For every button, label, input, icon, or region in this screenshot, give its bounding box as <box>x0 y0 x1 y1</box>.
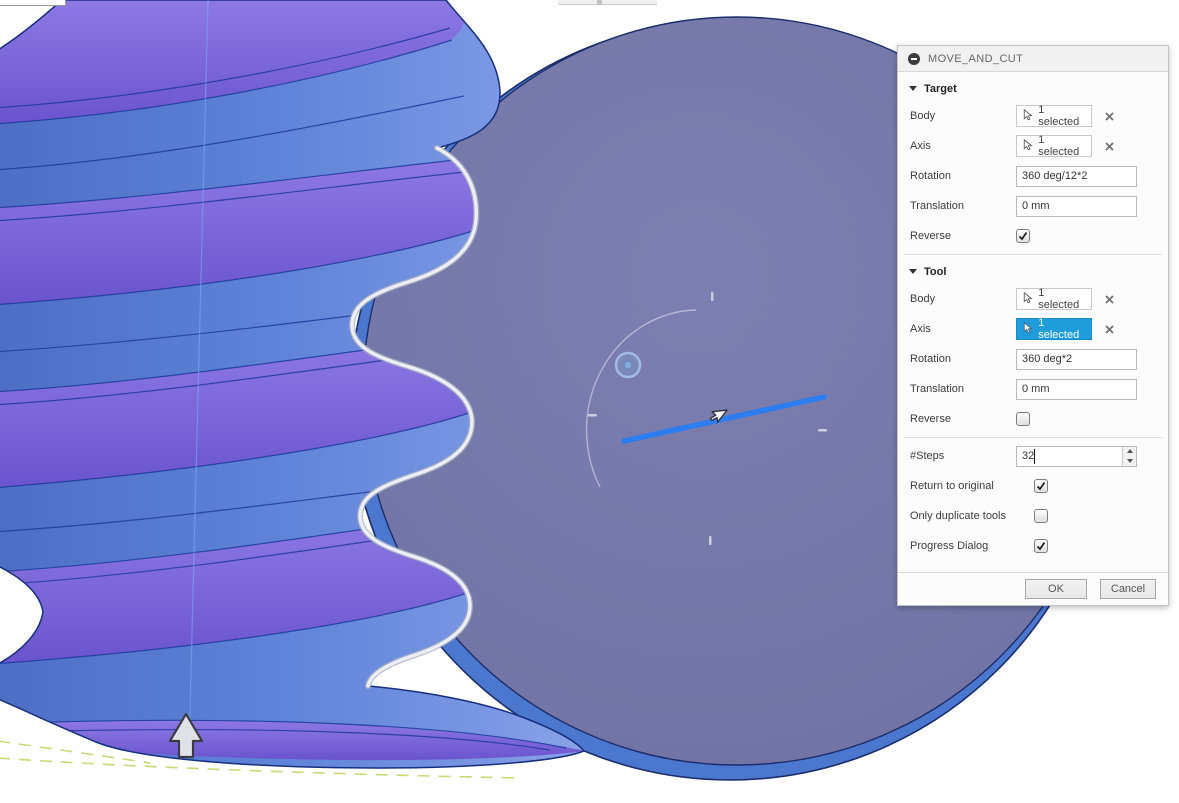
worm-axis-line[interactable] <box>188 0 209 753</box>
tool-reverse-label: Reverse <box>910 413 951 425</box>
cursor-icon <box>1023 322 1033 334</box>
tool-axis-value: 1 selected <box>1038 317 1080 341</box>
target-reverse-checkbox[interactable] <box>1016 229 1030 243</box>
tool-axis-clear-button[interactable] <box>1103 323 1116 336</box>
rotation-arc[interactable] <box>585 309 697 488</box>
cursor-icon <box>1023 139 1033 151</box>
chevron-down-icon <box>909 269 917 274</box>
target-axis-value: 1 selected <box>1038 134 1080 158</box>
target-translation-row: Translation <box>898 191 1168 221</box>
tool-rotation-label: Rotation <box>910 353 951 365</box>
target-reverse-label: Reverse <box>910 230 951 242</box>
dialog-footer: OK Cancel <box>898 572 1168 605</box>
close-icon <box>1105 111 1114 121</box>
return-to-original-checkbox[interactable] <box>1034 479 1048 493</box>
target-translation-label: Translation <box>910 200 965 212</box>
target-axis-clear-button[interactable] <box>1103 140 1116 153</box>
tool-axis-row: Axis 1 selected <box>898 314 1168 344</box>
up-arrow-manipulator[interactable] <box>168 712 204 759</box>
steps-spinner[interactable] <box>1122 446 1136 466</box>
steps-row: #Steps <box>898 441 1168 471</box>
chevron-down-icon <box>909 86 917 91</box>
target-body-selection-button[interactable]: 1 selected <box>1016 104 1092 128</box>
cancel-button[interactable]: Cancel <box>1100 579 1156 599</box>
cursor-icon <box>1023 292 1033 304</box>
dialog-header[interactable]: MOVE_AND_CUT <box>898 46 1168 72</box>
cursor-icon <box>1023 109 1033 121</box>
tool-body-value: 1 selected <box>1038 287 1080 311</box>
tool-rotation-row: Rotation <box>898 344 1168 374</box>
manipulator-axis-line[interactable] <box>621 394 827 444</box>
only-duplicate-tools-row: Only duplicate tools <box>898 501 1168 531</box>
target-section-header[interactable]: Target <box>898 76 1168 101</box>
toolbar-fragment-left <box>0 0 66 6</box>
toolbar-fragment-tick <box>597 0 602 5</box>
rotation-manipulator <box>585 292 827 545</box>
tool-rotation-input[interactable] <box>1016 348 1137 370</box>
progress-dialog-label: Progress Dialog <box>910 540 989 552</box>
progress-dialog-row: Progress Dialog <box>898 531 1168 561</box>
collapse-dialog-icon[interactable] <box>908 52 920 65</box>
check-icon <box>1036 542 1046 551</box>
section-divider <box>904 437 1162 438</box>
close-icon <box>1105 141 1114 151</box>
spinner-up-icon[interactable] <box>1123 447 1136 457</box>
only-duplicate-tools-label: Only duplicate tools <box>910 510 1006 522</box>
worm-gear-body[interactable] <box>0 0 586 769</box>
tool-translation-input[interactable] <box>1016 378 1137 400</box>
dialog-title: MOVE_AND_CUT <box>928 52 1024 65</box>
tool-body-row: Body 1 selected <box>898 284 1168 314</box>
target-rotation-label: Rotation <box>910 170 951 182</box>
tool-axis-label: Axis <box>910 323 931 335</box>
spinner-down-icon[interactable] <box>1123 456 1136 466</box>
return-to-original-row: Return to original <box>898 471 1168 501</box>
worm-thread-edge-lines <box>0 27 567 751</box>
tool-reverse-row: Reverse <box>898 404 1168 434</box>
tool-axis-selection-button[interactable]: 1 selected <box>1016 317 1092 341</box>
check-icon <box>1018 232 1028 241</box>
close-icon <box>1105 324 1114 334</box>
target-body-label: Body <box>910 110 936 122</box>
tool-reverse-checkbox[interactable] <box>1016 412 1030 426</box>
target-section-title: Target <box>924 82 957 95</box>
toolbar-fragment-center <box>558 0 657 5</box>
target-rotation-input[interactable] <box>1016 165 1137 187</box>
return-to-original-label: Return to original <box>910 480 994 492</box>
target-reverse-row: Reverse <box>898 221 1168 251</box>
ok-button[interactable]: OK <box>1025 579 1087 599</box>
text-caret <box>1034 448 1035 464</box>
target-rotation-row: Rotation <box>898 161 1168 191</box>
tool-body-label: Body <box>910 293 936 305</box>
rotation-handle[interactable] <box>614 351 642 379</box>
tool-section-title: Tool <box>924 265 947 278</box>
tool-translation-label: Translation <box>910 383 965 395</box>
target-body-value: 1 selected <box>1038 104 1080 128</box>
target-body-clear-button[interactable] <box>1103 110 1116 123</box>
tool-body-selection-button[interactable]: 1 selected <box>1016 287 1092 311</box>
target-axis-row: Axis 1 selected <box>898 131 1168 161</box>
target-translation-input[interactable] <box>1016 195 1137 217</box>
target-body-row: Body 1 selected <box>898 101 1168 131</box>
section-divider <box>904 254 1162 255</box>
move-and-cut-dialog: MOVE_AND_CUT Target Body 1 selected Axis… <box>897 45 1169 606</box>
only-duplicate-tools-checkbox[interactable] <box>1034 509 1048 523</box>
tool-section-header[interactable]: Tool <box>898 259 1168 284</box>
check-icon <box>1036 482 1046 491</box>
origin-sketch-lines <box>0 740 523 779</box>
steps-input[interactable] <box>1016 445 1137 467</box>
close-icon <box>1105 294 1114 304</box>
tool-translation-row: Translation <box>898 374 1168 404</box>
steps-label: #Steps <box>910 450 945 462</box>
target-axis-selection-button[interactable]: 1 selected <box>1016 134 1092 158</box>
tool-body-clear-button[interactable] <box>1103 293 1116 306</box>
target-axis-label: Axis <box>910 140 931 152</box>
selected-profile-edge[interactable] <box>349 145 480 689</box>
mouse-cursor-icon <box>709 409 728 423</box>
manipulator-ticks <box>588 292 827 545</box>
progress-dialog-checkbox[interactable] <box>1034 539 1048 553</box>
